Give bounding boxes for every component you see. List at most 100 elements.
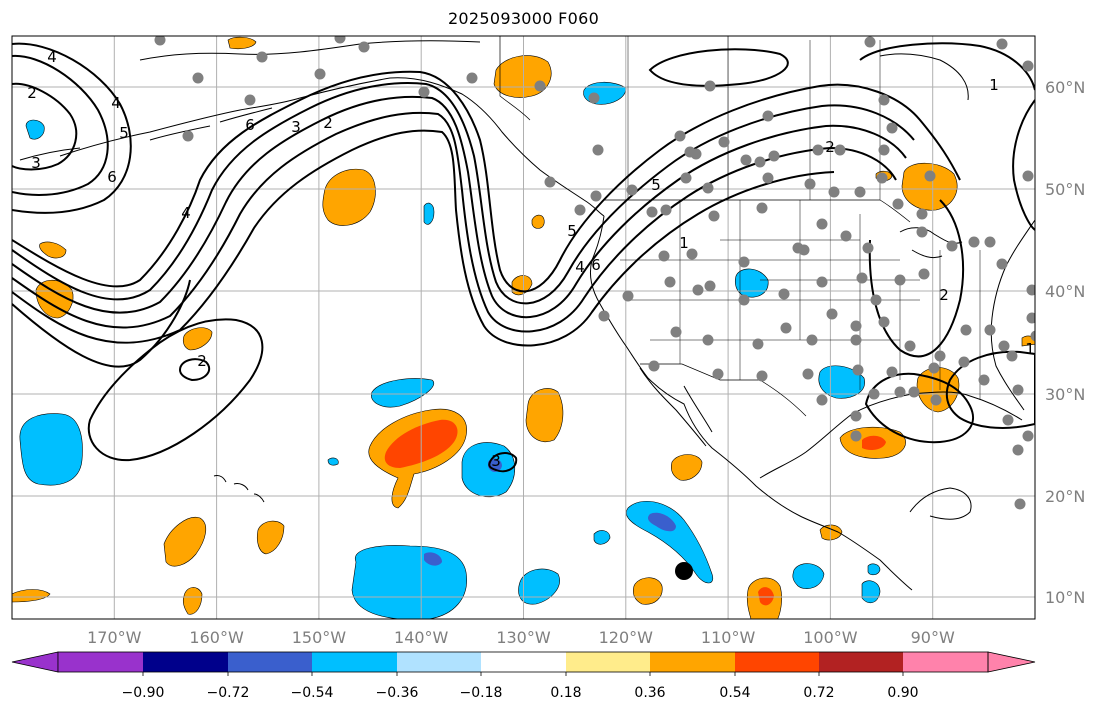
station-dot [850,334,862,346]
positive-anomaly-region [163,517,207,567]
colorbar-frame [57,651,989,673]
station-dot [812,144,824,156]
contour-line [945,350,1035,429]
positive-anomaly-region [758,587,774,606]
colorbar-labels: −0.90 −0.72 −0.54 −0.36 −0.18 0.18 0.36 0.54 0.7… [122,672,919,701]
colorbar-tick-label: 0.72 [803,685,834,701]
contour-line [859,42,1035,91]
station-dot [646,206,658,218]
station-dot [1022,170,1034,182]
contour-line [488,452,518,473]
station-dot [984,324,996,336]
contour-line [178,358,211,382]
contour-value-label: 6 [245,116,255,134]
storm-center-marker [675,562,693,580]
station-dot [718,136,730,148]
station-dot [934,350,946,362]
contour-value-label: 2 [939,286,949,304]
colorbar-segment [228,652,312,672]
station-dot [768,150,780,162]
station-dot [916,226,928,238]
contour-line [12,129,835,347]
colorbar-tick-label: 0.36 [634,685,665,701]
negative-anomaly-region [351,545,467,619]
contour-value-label: 1 [679,234,689,252]
colorbar-segment [58,652,143,672]
station-dot [816,276,828,288]
station-dot [854,186,866,198]
station-dot [314,68,326,80]
colorbar-extend-max [987,651,1036,673]
station-dot [978,374,990,386]
hudson-bay [879,53,969,101]
contour-line [12,82,78,171]
colorbar-segment [903,652,988,672]
east-coast [990,219,1035,411]
positive-anomaly-region [35,279,74,319]
station-dot [806,334,818,346]
contour-value-label: 3 [491,452,501,470]
contour-value-label: 1 [1025,340,1035,358]
station-dot [658,250,670,262]
positive-anomaly-region [39,241,67,259]
contour-value-label: 6 [591,256,601,274]
station-dot [740,154,752,166]
station-dot [930,394,942,406]
political-borders [499,36,981,417]
negative-anomaly-region [861,580,881,604]
contour-value-label: 6 [107,168,117,186]
contour-value-label: 5 [119,124,129,142]
map-title: 2025093000 F060 [447,9,600,28]
station-dot [738,256,750,268]
contour-value-label: 2 [197,352,207,370]
station-dot [894,386,906,398]
station-dot [852,364,864,376]
station-dot [622,290,634,302]
contour-line [648,48,789,87]
positive-anomaly-region [256,520,285,555]
station-dot [834,144,846,156]
station-dot [704,280,716,292]
longitude-tick-label: 140°W [394,628,449,647]
latitude-tick-label: 20°N [1045,487,1085,506]
negative-anomaly-region [327,457,339,466]
contour-value-label: 4 [575,258,585,276]
baja-california [639,367,713,447]
colorbar-extend-min [11,651,59,673]
negative-anomaly-region [648,512,676,532]
colorbar-segment [397,652,481,672]
contour-value-label: 3 [31,154,41,172]
latitude-tick-label: 50°N [1045,180,1085,199]
station-dot [752,338,764,350]
negative-anomaly-region [593,530,611,545]
station-dot [828,186,840,198]
station-dot [154,36,166,46]
station-dot [892,198,904,210]
station-dot [762,110,774,122]
station-dot [916,208,928,220]
station-dot [780,322,792,334]
positive-anomaly-region [901,162,958,211]
colorbar-segment [481,652,566,672]
station-dot [792,242,804,254]
station-dot [886,366,898,378]
station-dot [756,202,768,214]
contour-value-label: 4 [47,48,57,66]
station-dot [1012,444,1024,456]
negative-anomaly-region [423,202,435,225]
station-dot [958,356,970,368]
station-dot [918,268,930,280]
station-dot [358,41,370,53]
station-dot [664,276,676,288]
contour-line [12,95,907,319]
positive-anomaly-region [531,214,545,229]
us-mexico-border [640,363,807,417]
positive-anomaly-region [819,524,843,541]
contour-value-label: 4 [111,94,121,112]
longitude-tick-label: 130°W [496,628,551,647]
colorbar-tick-label: 0.90 [887,685,918,701]
longitude-tick-label: 90°W [911,628,955,647]
station-dot [924,170,936,182]
colorbar-tick-label: −0.18 [460,685,503,701]
